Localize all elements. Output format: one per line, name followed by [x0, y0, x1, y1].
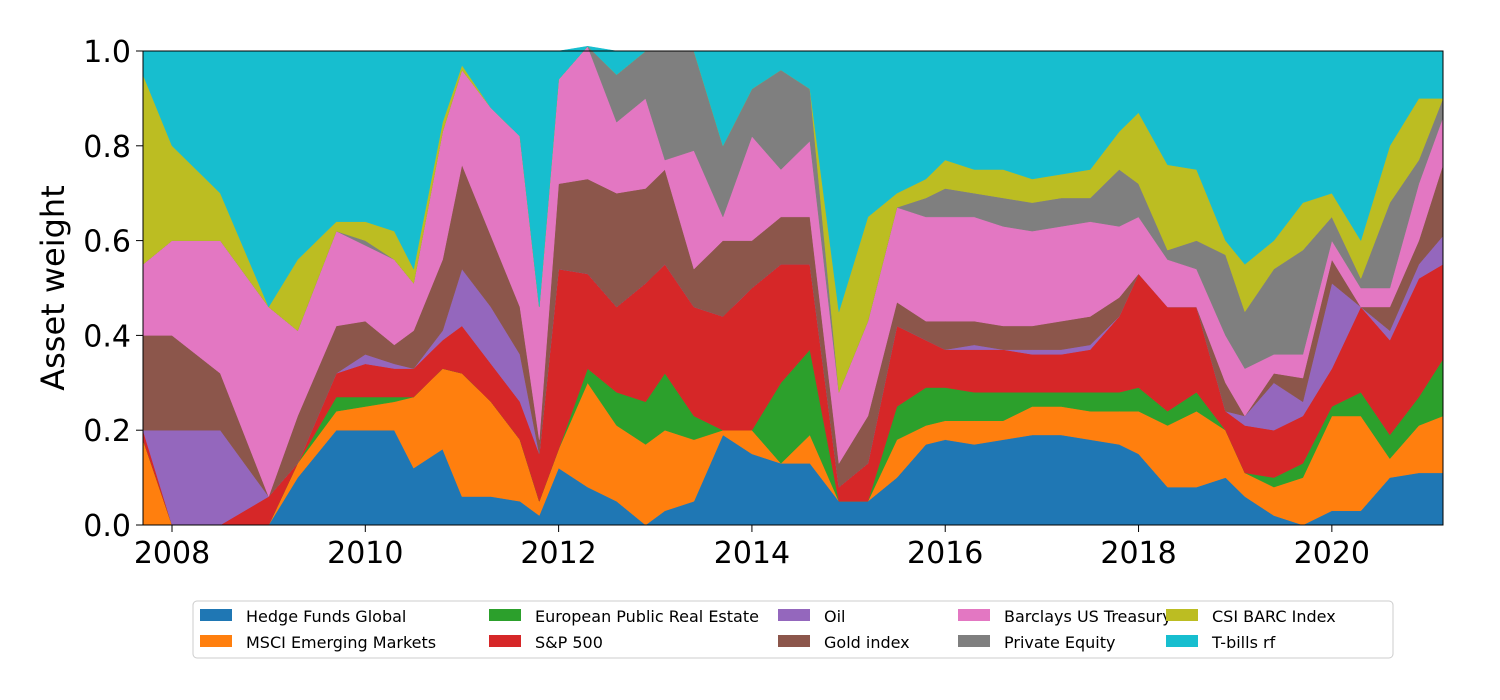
legend-swatch — [489, 609, 521, 621]
x-tick-label: 2016 — [907, 536, 983, 571]
legend-swatch — [1166, 635, 1198, 647]
legend-swatch — [778, 635, 810, 647]
legend-label: T-bills rf — [1211, 633, 1276, 652]
legend: Hedge Funds Global MSCI Emerging Markets E… — [192, 600, 1394, 659]
legend-label: Hedge Funds Global — [246, 607, 406, 626]
x-tick-label: 2012 — [520, 536, 596, 571]
legend-label: Barclays US Treasury — [1004, 607, 1172, 626]
x-tick-label: 2008 — [134, 536, 210, 571]
area-layer — [142, 45, 1444, 526]
y-tick-label: 0.2 — [83, 414, 131, 449]
y-tick-label: 0.6 — [83, 225, 131, 260]
legend-label: European Public Real Estate — [535, 607, 759, 626]
y-axis-label: Asset weight — [34, 185, 72, 391]
legend-label: Oil — [824, 607, 845, 626]
legend-swatch — [778, 609, 810, 621]
x-tick-label: 2014 — [714, 536, 790, 571]
y-tick-label: 0.0 — [83, 509, 131, 544]
legend-swatch — [489, 635, 521, 647]
legend-label: Private Equity — [1004, 633, 1115, 652]
legend-swatch — [958, 609, 990, 621]
x-tick-label: 2010 — [327, 536, 403, 571]
legend-label: MSCI Emerging Markets — [246, 633, 436, 652]
y-tick-label: 1.0 — [83, 35, 131, 70]
legend-label: Gold index — [824, 633, 910, 652]
plot-frame — [142, 50, 1444, 526]
legend-swatch — [1166, 609, 1198, 621]
legend-swatch — [200, 635, 232, 647]
y-tick-label: 0.8 — [83, 130, 131, 165]
legend-swatch — [958, 635, 990, 647]
x-tick-label: 2018 — [1100, 536, 1176, 571]
legend-label: CSI BARC Index — [1212, 607, 1336, 626]
x-axis: 2008 2010 2012 2014 2016 2018 2020 — [134, 525, 1370, 571]
y-axis: 0.0 0.2 0.4 0.6 0.8 1.0 — [83, 35, 143, 544]
legend-label: S&P 500 — [535, 633, 603, 652]
y-tick-label: 0.4 — [83, 319, 131, 354]
x-tick-label: 2020 — [1294, 536, 1370, 571]
legend-swatch — [200, 609, 232, 621]
